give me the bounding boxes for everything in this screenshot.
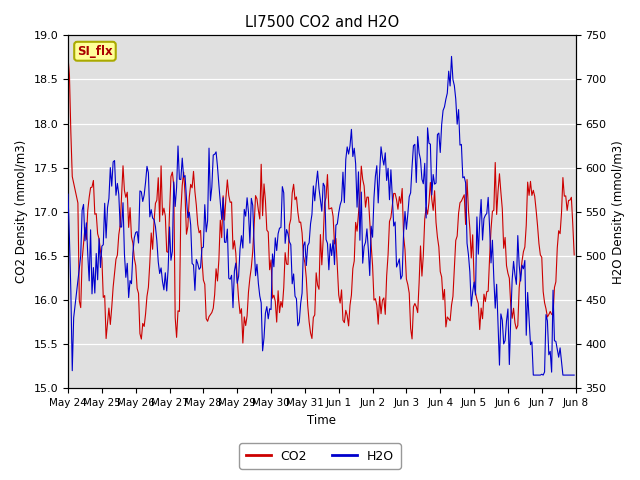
X-axis label: Time: Time (307, 414, 336, 427)
Y-axis label: H2O Density (mmol/m3): H2O Density (mmol/m3) (612, 140, 625, 284)
Title: LI7500 CO2 and H2O: LI7500 CO2 and H2O (244, 15, 399, 30)
Legend: CO2, H2O: CO2, H2O (239, 444, 401, 469)
Text: SI_flx: SI_flx (77, 45, 113, 58)
Y-axis label: CO2 Density (mmol/m3): CO2 Density (mmol/m3) (15, 140, 28, 284)
